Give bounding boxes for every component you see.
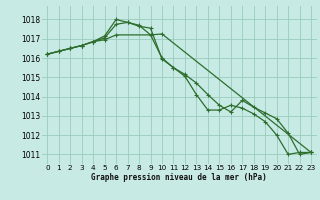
X-axis label: Graphe pression niveau de la mer (hPa): Graphe pression niveau de la mer (hPa) [91, 173, 267, 182]
